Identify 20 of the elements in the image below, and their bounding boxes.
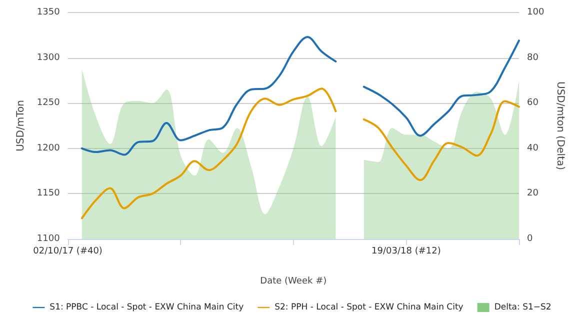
legend-label: Delta: S1−S2 [494, 302, 552, 312]
y-tick-label: 1300 [36, 52, 60, 63]
y-tick-label: 1100 [36, 234, 60, 244]
y2-tick-label: 0 [527, 234, 533, 244]
y-axis-title: USD/mTon [16, 100, 26, 152]
legend-label: S1: PPBC - Local - Spot - EXW China Main City [50, 302, 244, 312]
x-axis-title: Date (Week #) [260, 276, 327, 286]
y-tick-label: 1200 [36, 143, 60, 154]
y2-tick-label: 80 [527, 52, 539, 63]
y-tick-label: 1250 [36, 98, 60, 108]
legend-label: S2: PPH - Local - Spot - EXW China Main City [274, 302, 464, 312]
y2-tick-label: 20 [527, 188, 539, 199]
y2-tick-label: 100 [527, 8, 544, 18]
x-tick-label: 02/10/17 (#40) [33, 246, 102, 256]
y2-tick-label: 40 [527, 143, 539, 154]
y2-axis-title: USD/mton (Delta) [554, 81, 566, 170]
x-tick-label: 19/03/18 (#12) [372, 246, 441, 256]
y-tick-label: 1150 [36, 188, 60, 199]
y-tick-label: 1350 [36, 8, 60, 18]
y2-tick-label: 60 [527, 98, 539, 108]
